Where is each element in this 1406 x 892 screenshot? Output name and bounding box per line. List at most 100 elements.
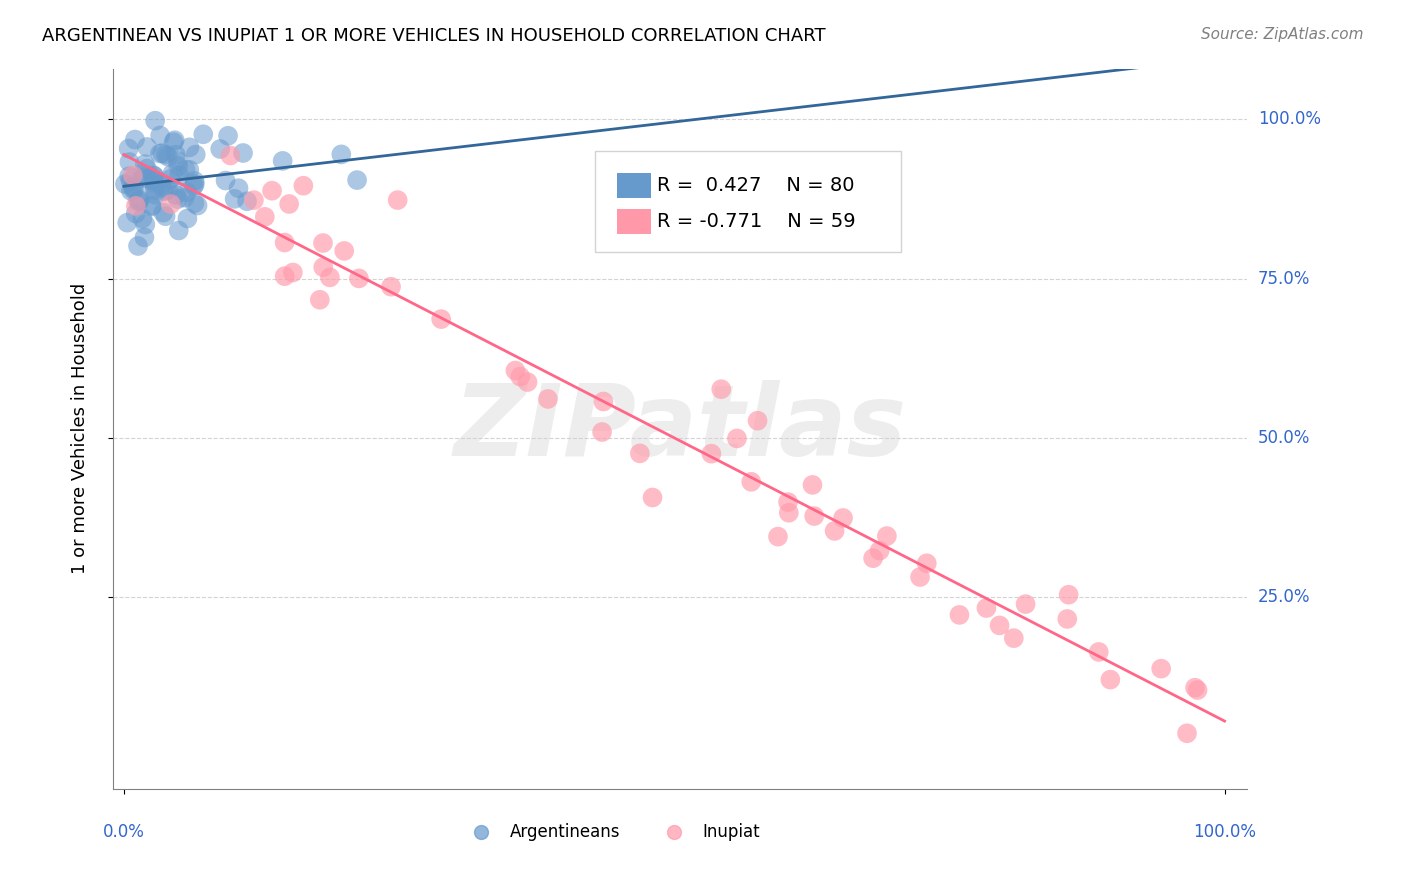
Argentineans [183, 179, 205, 194]
Argentineans [124, 182, 146, 196]
Argentineans [193, 128, 215, 142]
Inupiat [747, 414, 769, 428]
Argentineans [150, 146, 173, 161]
Argentineans [125, 206, 148, 220]
Inupiat [915, 556, 938, 570]
Argentineans [176, 211, 198, 226]
Inupiat [628, 446, 651, 460]
Argentineans [142, 169, 165, 183]
FancyBboxPatch shape [595, 152, 901, 252]
Argentineans [117, 216, 139, 230]
Inupiat [243, 193, 266, 207]
Inupiat [700, 447, 723, 461]
Argentineans [118, 169, 141, 184]
Inupiat [253, 210, 276, 224]
Argentineans [114, 177, 136, 191]
Argentineans [214, 173, 236, 187]
Argentineans [183, 196, 205, 211]
Text: 0.0%: 0.0% [103, 823, 145, 841]
Bar [617, 209, 651, 234]
Argentineans [143, 113, 166, 128]
Argentineans [165, 147, 187, 161]
Argentineans [232, 146, 254, 161]
Inupiat [387, 193, 409, 207]
Inupiat [505, 363, 527, 377]
Text: Argentineans: Argentineans [509, 822, 620, 841]
Argentineans [162, 135, 184, 149]
Inupiat [159, 197, 181, 211]
Inupiat [312, 260, 335, 275]
Text: R = -0.771    N = 59: R = -0.771 N = 59 [657, 211, 856, 231]
Argentineans [165, 188, 187, 202]
Argentineans [145, 187, 167, 202]
Argentineans [143, 176, 166, 190]
Inupiat [988, 618, 1011, 632]
Inupiat [876, 529, 898, 543]
Inupiat [803, 509, 825, 524]
Inupiat [380, 279, 402, 293]
Argentineans [159, 172, 181, 186]
Inupiat [278, 197, 301, 211]
Argentineans [184, 147, 207, 161]
Argentineans [143, 169, 166, 184]
Argentineans [149, 128, 172, 143]
Inupiat [862, 551, 884, 566]
Argentineans [124, 132, 146, 146]
Argentineans [122, 179, 145, 194]
Inupiat [948, 607, 970, 622]
Argentineans [173, 191, 195, 205]
Text: 75.0%: 75.0% [1258, 269, 1310, 288]
Inupiat [1002, 631, 1025, 645]
Argentineans [162, 167, 184, 181]
Inupiat [824, 524, 846, 538]
Inupiat [308, 293, 330, 307]
Text: 50.0%: 50.0% [1258, 429, 1310, 447]
Argentineans [153, 184, 176, 198]
Argentineans [217, 128, 239, 143]
Argentineans [228, 181, 250, 195]
Argentineans [118, 155, 141, 169]
Inupiat [592, 394, 614, 409]
Text: 100.0%: 100.0% [1258, 111, 1320, 128]
Argentineans [184, 177, 207, 191]
Argentineans [271, 153, 294, 168]
Inupiat [869, 543, 891, 558]
Inupiat [1087, 645, 1109, 659]
Inupiat [347, 271, 370, 285]
Inupiat [740, 475, 762, 489]
Text: 100.0%: 100.0% [1194, 823, 1256, 841]
Text: R =  0.427    N = 80: R = 0.427 N = 80 [657, 176, 855, 194]
Inupiat [778, 506, 800, 520]
Inupiat [776, 495, 799, 509]
Inupiat [509, 369, 531, 384]
Argentineans [149, 146, 172, 161]
Inupiat [1057, 588, 1080, 602]
Argentineans [166, 153, 188, 168]
Argentineans [156, 150, 179, 164]
Argentineans [128, 193, 150, 207]
Argentineans [120, 184, 142, 198]
Argentineans [136, 161, 159, 176]
Argentineans [141, 198, 163, 212]
Argentineans [224, 192, 246, 206]
Argentineans [128, 194, 150, 208]
Argentineans [179, 140, 201, 154]
Bar [617, 173, 651, 198]
Inupiat [1187, 683, 1209, 698]
Inupiat [219, 148, 242, 162]
Argentineans [127, 194, 149, 209]
Argentineans [131, 211, 153, 226]
Inupiat [430, 312, 453, 326]
Inupiat [121, 169, 143, 183]
Argentineans [143, 183, 166, 197]
Inupiat [725, 432, 748, 446]
Argentineans [157, 182, 180, 196]
Inupiat [908, 570, 931, 584]
Argentineans [176, 185, 198, 199]
Inupiat [516, 375, 538, 389]
Argentineans [163, 133, 186, 147]
Argentineans [155, 147, 177, 161]
Argentineans [138, 172, 160, 186]
Argentineans [174, 162, 197, 177]
Text: Inupiat: Inupiat [703, 822, 761, 841]
